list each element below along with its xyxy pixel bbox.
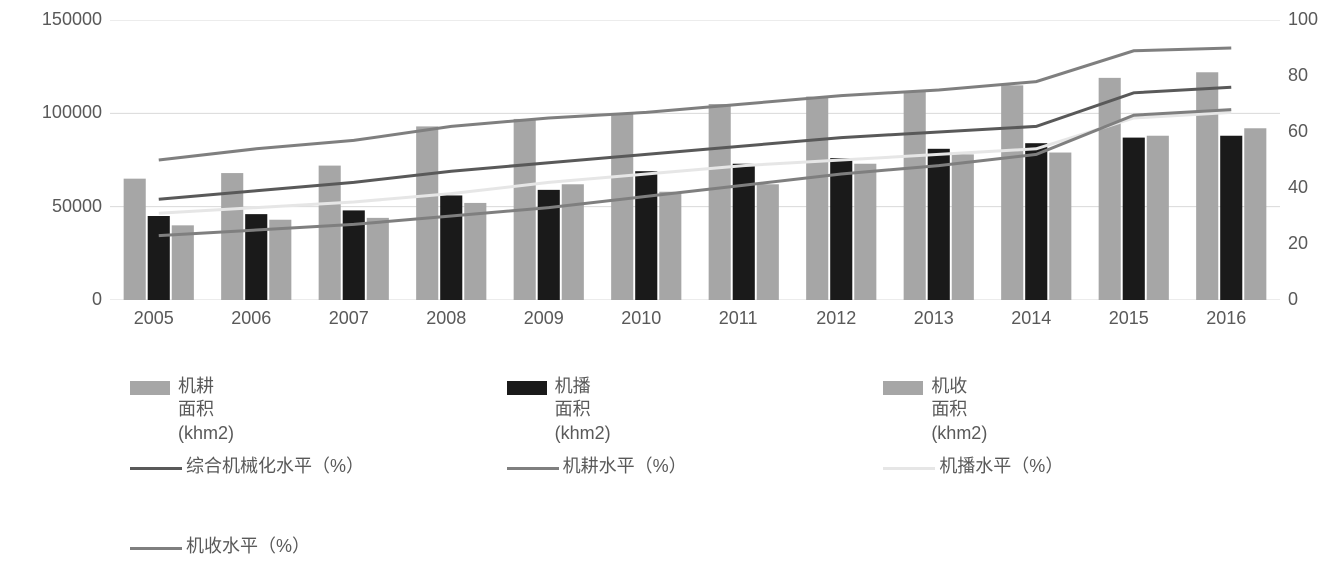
legend-label: 综合机械化水平（%） xyxy=(186,455,364,478)
bar-jishou-area xyxy=(367,218,389,300)
line-swatch-icon xyxy=(507,467,559,470)
bar-jishou-area xyxy=(854,164,876,300)
x-tick: 2007 xyxy=(329,308,369,329)
y-right-tick: 100 xyxy=(1288,9,1318,30)
bar-jigeng-area xyxy=(1001,85,1023,300)
bar-jishou-area xyxy=(1147,136,1169,300)
bar-jibo-area xyxy=(245,214,267,300)
bar-jigeng-area xyxy=(1099,78,1121,300)
x-tick: 2016 xyxy=(1206,308,1246,329)
x-tick: 2006 xyxy=(231,308,271,329)
bar-jigeng-area xyxy=(904,91,926,300)
bar-jishou-area xyxy=(757,184,779,300)
bar-jigeng-area xyxy=(611,113,633,300)
y-right-tick: 40 xyxy=(1288,177,1308,198)
bar-jishou-area xyxy=(952,154,974,300)
bar-swatch-icon xyxy=(883,381,923,395)
x-tick: 2011 xyxy=(719,308,758,329)
legend-label: 机耕水平（%） xyxy=(563,455,687,478)
y-left-tick: 50000 xyxy=(52,196,102,217)
y-right-tick: 20 xyxy=(1288,233,1308,254)
bar-jibo-area xyxy=(635,171,657,300)
line-swatch-icon xyxy=(883,467,935,470)
x-tick: 2010 xyxy=(621,308,661,329)
y-left-tick: 150000 xyxy=(42,9,102,30)
x-tick: 2013 xyxy=(914,308,954,329)
bar-jibo-area xyxy=(928,149,950,300)
legend-label: 机播 面积 (khm2) xyxy=(555,375,611,445)
bar-jigeng-area xyxy=(709,104,731,300)
bar-swatch-icon xyxy=(507,381,547,395)
legend-item-jishou-area: 机收 面积 (khm2) xyxy=(883,375,1220,445)
bar-jigeng-area xyxy=(124,179,146,300)
plot-area xyxy=(110,20,1280,300)
y-left-tick: 0 xyxy=(92,289,102,310)
y-right-tick: 0 xyxy=(1288,289,1298,310)
bar-jigeng-area xyxy=(416,126,438,300)
x-tick: 2012 xyxy=(816,308,856,329)
line-swatch-icon xyxy=(130,547,182,550)
bar-jibo-area xyxy=(1025,143,1047,300)
legend-label: 机收水平（%） xyxy=(186,535,310,558)
y-left-tick: 100000 xyxy=(42,102,102,123)
bar-jigeng-area xyxy=(806,97,828,300)
x-tick: 2008 xyxy=(426,308,466,329)
bar-jishou-area xyxy=(1244,128,1266,300)
bar-jibo-area xyxy=(1220,136,1242,300)
x-tick: 2009 xyxy=(524,308,564,329)
y-right-tick: 80 xyxy=(1288,65,1308,86)
bar-jishou-area xyxy=(562,184,584,300)
line-swatch-icon xyxy=(130,467,182,470)
legend-label: 机收 面积 (khm2) xyxy=(931,375,987,445)
bar-jishou-area xyxy=(269,220,291,300)
legend-row: 综合机械化水平（%） 机耕水平（%） 机播水平（%） xyxy=(130,455,1260,478)
legend-item-jigeng-level: 机耕水平（%） xyxy=(507,455,844,478)
bar-jishou-area xyxy=(172,225,194,300)
bar-jishou-area xyxy=(464,203,486,300)
legend-item-jibo-area: 机播 面积 (khm2) xyxy=(507,375,844,445)
bar-jibo-area xyxy=(830,158,852,300)
legend-row: 机耕 面积 (khm2) 机播 面积 (khm2) 机收 面积 (khm2) xyxy=(130,375,1260,445)
chart-container: 0 50000 100000 150000 0 20 40 60 80 100 2005 2006… xyxy=(0,0,1325,588)
y-right-tick: 60 xyxy=(1288,121,1308,142)
x-tick: 2014 xyxy=(1011,308,1051,329)
legend-row: 机收水平（%） xyxy=(130,535,1260,558)
legend-item-zonghe-level: 综合机械化水平（%） xyxy=(130,455,467,478)
legend-item-jishou-level: 机收水平（%） xyxy=(130,535,467,558)
bar-jishou-area xyxy=(1049,153,1071,300)
bar-jigeng-area xyxy=(1196,72,1218,300)
line-jigeng-level xyxy=(159,48,1232,160)
legend-label: 机耕 面积 (khm2) xyxy=(178,375,234,445)
legend-label: 机播水平（%） xyxy=(939,455,1063,478)
bar-jibo-area xyxy=(148,216,170,300)
legend-item-jigeng-area: 机耕 面积 (khm2) xyxy=(130,375,467,445)
legend-item-jibo-level: 机播水平（%） xyxy=(883,455,1220,478)
x-tick: 2005 xyxy=(134,308,174,329)
bar-jishou-area xyxy=(659,192,681,300)
bar-jibo-area xyxy=(440,195,462,300)
bar-swatch-icon xyxy=(130,381,170,395)
bar-jibo-area xyxy=(1123,138,1145,300)
x-tick: 2015 xyxy=(1109,308,1149,329)
